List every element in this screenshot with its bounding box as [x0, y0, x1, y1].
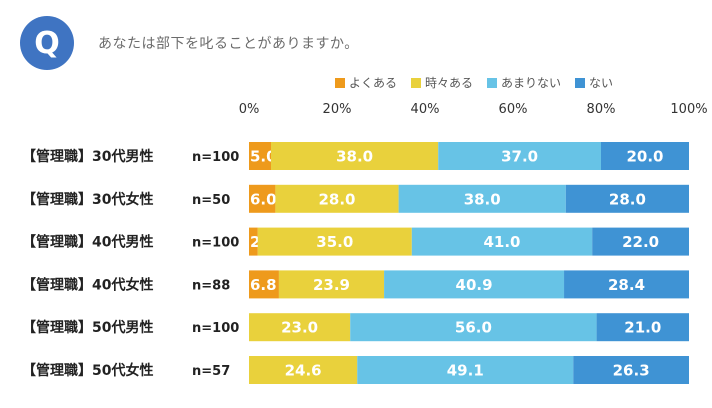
- bar-value-label: 5.0: [250, 148, 277, 166]
- bar-segment: [565, 184, 689, 213]
- legend-swatch-never: [575, 77, 586, 88]
- bar-value-label: 38.0: [336, 148, 373, 166]
- legend-swatch-often: [335, 77, 345, 88]
- bar-segment: [601, 142, 689, 170]
- sample-size-label: n=100: [192, 150, 239, 165]
- bar-value-label: 6.8: [250, 276, 277, 294]
- bar-value-label: 22.0: [622, 233, 659, 251]
- bar-value-label: 38.0: [464, 190, 501, 208]
- q-badge: Q: [20, 16, 74, 70]
- x-tick-label: 60%: [499, 102, 528, 117]
- x-tick-label: 0%: [239, 102, 260, 117]
- sample-size-label: n=88: [192, 278, 230, 293]
- sample-size-label: n=100: [192, 321, 239, 336]
- bar-value-label: 21.0: [624, 319, 661, 337]
- bar-segment: [249, 184, 276, 213]
- x-tick-label: 80%: [587, 102, 616, 117]
- sample-size-label: n=57: [192, 364, 230, 379]
- bar-segment: [249, 270, 279, 299]
- bar-value-label: 20.0: [626, 148, 663, 166]
- row-label: 【管理職】40代男性: [22, 234, 153, 251]
- bar-value-label: 23.0: [281, 319, 318, 337]
- bar-value-label: 56.0: [455, 319, 492, 337]
- bar-value-label: 23.9: [313, 276, 350, 294]
- row-label: 【管理職】50代女性: [22, 362, 153, 379]
- bar-segment: [596, 313, 689, 342]
- bar-value-label: 28.0: [318, 190, 355, 208]
- bar-value-label: 37.0: [501, 148, 538, 166]
- bar-segment: [438, 142, 601, 170]
- legend-item-never: ない: [575, 74, 613, 91]
- bar-segment: [275, 184, 399, 213]
- row-label: 【管理職】40代女性: [22, 276, 153, 293]
- legend-item-rarely: あまりない: [487, 74, 561, 91]
- bar-segment: [573, 356, 689, 384]
- bar-segment: [564, 270, 689, 299]
- x-tick-label: 40%: [411, 102, 440, 117]
- bar-value-label: 35.0: [316, 233, 353, 251]
- row-label: 【管理職】30代女性: [22, 191, 153, 208]
- bar-segment: [271, 142, 439, 170]
- legend-label-never: ない: [589, 76, 614, 90]
- bar-segment: [278, 270, 385, 299]
- bar-segment: [249, 142, 271, 170]
- bar-value-label: 6.0: [250, 190, 277, 208]
- row-label: 【管理職】50代男性: [22, 319, 153, 336]
- legend-swatch-sometimes: [411, 77, 422, 88]
- legend-label-rarely: あまりない: [501, 76, 562, 90]
- bar-segment: [249, 356, 358, 384]
- bar-segment: [398, 184, 566, 213]
- bar-value-label: 40.9: [456, 276, 493, 294]
- legend-label-often: よくある: [349, 76, 398, 90]
- x-tick-label: 100%: [670, 102, 707, 117]
- bar-segment: [350, 313, 597, 342]
- bar-value-label: 24.6: [285, 362, 322, 380]
- bar-segment: [411, 227, 593, 256]
- legend-item-often: よくある: [335, 74, 397, 91]
- legend-swatch-rarely: [487, 77, 498, 88]
- bar-segment: [357, 356, 574, 384]
- bar-value-label: 41.0: [483, 233, 520, 251]
- sample-size-label: n=50: [192, 193, 230, 208]
- sample-size-label: n=100: [192, 236, 239, 251]
- question-text: あなたは部下を叱ることがありますか。: [98, 36, 359, 52]
- bar-value-label: 49.1: [447, 362, 484, 380]
- bar-segment: [249, 227, 258, 256]
- bar-value-label: 28.4: [608, 276, 645, 294]
- row-label: 【管理職】30代男性: [22, 148, 153, 165]
- legend-label-sometimes: 時々ある: [425, 76, 474, 90]
- bar-value-label: 26.3: [613, 362, 650, 380]
- legend-item-sometimes: 時々ある: [411, 74, 473, 91]
- bar-segment: [257, 227, 412, 256]
- chart-legend: よくある 時々ある あまりない ない: [335, 74, 613, 91]
- bar-segment: [592, 227, 689, 256]
- bar-segment: [384, 270, 565, 299]
- bar-segment: [249, 313, 351, 342]
- x-tick-label: 20%: [323, 102, 352, 117]
- bar-value-label: 28.0: [609, 190, 646, 208]
